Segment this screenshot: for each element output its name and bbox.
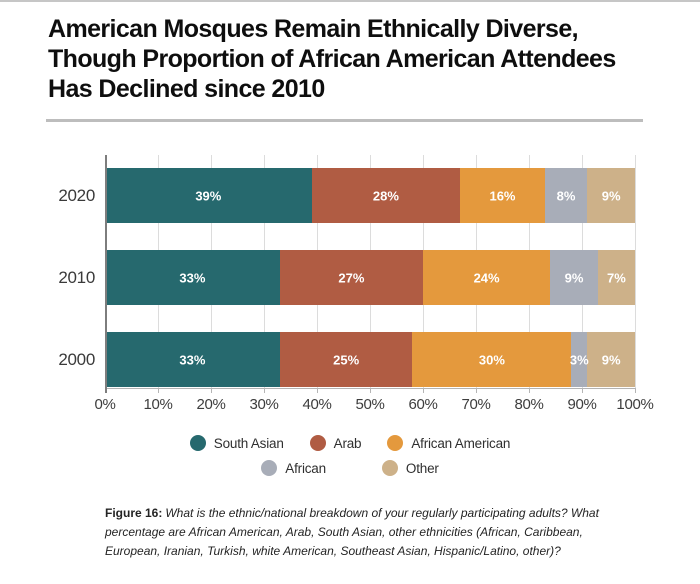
segment-label: 27% <box>338 270 365 285</box>
bar-segment: 33% <box>105 250 280 305</box>
segment-label: 33% <box>179 352 206 367</box>
title-divider <box>46 119 643 122</box>
legend-row: South Asian Arab African American <box>189 435 510 451</box>
segment-label: 28% <box>372 188 399 203</box>
legend-row: African Other <box>261 460 439 476</box>
x-tick-label: 60% <box>408 396 438 413</box>
bar-segment: 24% <box>423 250 551 305</box>
axis-tick <box>529 388 530 393</box>
year-label: 2000 <box>58 350 95 369</box>
page-title: American Mosques Remain Ethnically Diver… <box>48 14 668 104</box>
legend-swatch <box>189 435 206 451</box>
axis-tick <box>370 388 371 393</box>
bar-row: 39% 28% 16% 8% 9% <box>105 168 635 223</box>
title-line-2: Though Proportion of African American At… <box>48 45 616 73</box>
bar-row: 33% 25% 30% 3% 9% <box>105 332 635 387</box>
legend-label: African <box>285 460 326 476</box>
x-axis-labels: 0% 10% 20% 30% 40% 50% 60% 70% 80% 90% 100% <box>94 396 653 414</box>
bar-segment: 33% <box>105 332 280 387</box>
bar-segment: 39% <box>105 168 312 223</box>
bar-segment: 9% <box>587 168 635 223</box>
caption-line-1: Figure 16: What is the ethnic/national br… <box>105 504 655 523</box>
legend-item: South Asian <box>189 435 284 451</box>
legend-label: African American <box>411 435 511 451</box>
segment-label: 9% <box>601 188 621 203</box>
axis-tick <box>317 388 318 393</box>
segment-label: 3% <box>569 352 589 367</box>
x-tick-label: 10% <box>143 396 173 413</box>
bar-segment: 9% <box>550 250 598 305</box>
x-tick-label: 20% <box>196 396 226 413</box>
legend-item: African <box>261 460 326 476</box>
x-tick-label: 70% <box>461 396 491 413</box>
bar-segment: 8% <box>544 168 588 223</box>
x-tick-label: 90% <box>567 396 597 413</box>
bar-segment: 7% <box>597 250 635 305</box>
bar-segment: 3% <box>569 332 589 387</box>
legend-item: African American <box>387 435 510 451</box>
bar-segment: 30% <box>412 332 572 387</box>
axis-tick <box>158 388 159 393</box>
segment-label: 7% <box>607 270 626 285</box>
year-label: 2020 <box>58 186 95 205</box>
segment-label: 8% <box>556 188 576 203</box>
caption-line-3: European, Iranian, Turkish, white Americ… <box>105 544 561 558</box>
x-tick-label: 80% <box>514 396 544 413</box>
legend-label: South Asian <box>213 435 284 451</box>
caption-text-part-1: What is the ethnic/national breakdown of… <box>165 506 599 520</box>
segment-label: 33% <box>179 270 206 285</box>
caption-figure-number: Figure 16: <box>105 506 163 520</box>
x-tick-label: 0% <box>94 396 116 413</box>
legend-label: Arab <box>333 435 362 451</box>
bar-segment: 27% <box>279 250 423 305</box>
segment-label: 30% <box>478 352 505 367</box>
legend-swatch <box>261 460 278 476</box>
x-tick-label: 100% <box>616 396 654 413</box>
segment-label: 9% <box>601 352 621 367</box>
bar-segment: 28% <box>311 168 461 223</box>
title-line-3: Has Declined since 2010 <box>48 75 325 103</box>
axis-tick <box>476 388 477 393</box>
figure-caption: Figure 16: What is the ethnic/national br… <box>105 504 655 561</box>
gridline <box>635 155 636 388</box>
year-label: 2010 <box>58 268 95 287</box>
bar-segment: 9% <box>587 332 635 387</box>
axis-tick <box>635 388 636 393</box>
x-tick-label: 30% <box>249 396 279 413</box>
x-tick-label: 50% <box>355 396 385 413</box>
legend-item: Other <box>381 460 439 476</box>
legend-swatch <box>387 435 404 451</box>
axis-tick <box>264 388 265 393</box>
legend-swatch <box>309 435 326 451</box>
caption-line-2: percentage are African American, Arab, S… <box>105 525 583 539</box>
segment-label: 39% <box>195 188 222 203</box>
bar-row: 33% 27% 24% 9% 7% <box>105 250 635 305</box>
segment-label: 9% <box>564 270 584 285</box>
axis-tick <box>582 388 583 393</box>
legend-label: Other <box>405 460 439 476</box>
x-tick-label: 40% <box>302 396 332 413</box>
legend-item: Arab <box>309 435 362 451</box>
bar-segment: 25% <box>279 332 413 387</box>
axis-tick <box>423 388 424 393</box>
plot-area: 2020 39% 28% 16% 8% 9% 2010 33% 27% 24% 9% 7% 2000 33… <box>58 155 636 393</box>
axis-tick <box>211 388 212 393</box>
legend: South Asian Arab African American African Ot… <box>0 435 700 476</box>
segment-label: 16% <box>489 188 516 203</box>
y-axis-line <box>105 155 107 393</box>
legend-swatch <box>381 460 398 476</box>
bar-segment: 16% <box>460 168 545 223</box>
segment-label: 24% <box>473 270 500 285</box>
title-line-1: American Mosques Remain Ethnically Diver… <box>48 15 579 43</box>
segment-label: 25% <box>333 352 360 367</box>
